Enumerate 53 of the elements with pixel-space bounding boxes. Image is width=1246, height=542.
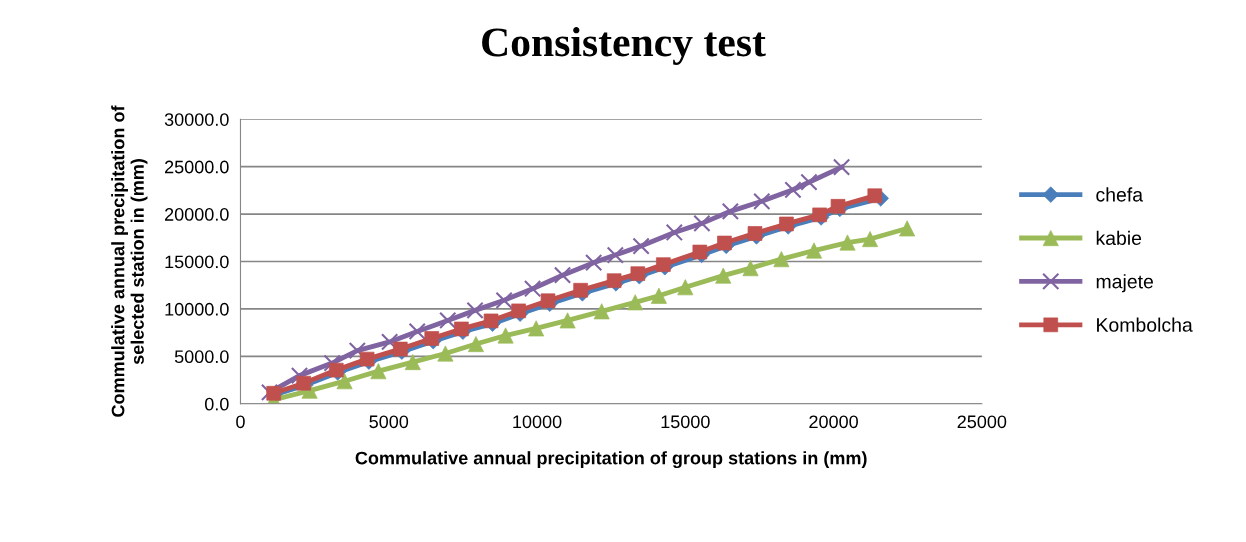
x-tick-label: 20000 <box>809 415 858 429</box>
legend-label: chefa <box>1096 187 1144 202</box>
x-tick-label: 5000 <box>369 415 409 429</box>
y-tick-label: 10000.0 <box>165 302 229 316</box>
point <box>495 291 513 309</box>
point <box>717 235 732 251</box>
y-tick-label: 0.0 <box>204 397 229 411</box>
point <box>439 311 457 330</box>
point <box>753 192 771 210</box>
point <box>742 260 759 277</box>
legend-label: kabie <box>1096 230 1142 246</box>
point <box>606 246 624 264</box>
y-axis-title: Commulative annual precipitation of selected station in (mm) <box>111 105 148 417</box>
point <box>466 301 484 320</box>
point <box>370 363 387 380</box>
point <box>656 257 671 272</box>
y-tick-label: 5000.0 <box>174 350 229 364</box>
point <box>523 280 542 298</box>
point <box>424 331 440 346</box>
point <box>832 158 851 176</box>
point <box>323 354 341 372</box>
point <box>260 383 279 402</box>
legend-label: Kombolcha <box>1097 317 1193 332</box>
x-tick-label: 15000 <box>661 415 710 429</box>
point <box>348 341 366 360</box>
point <box>867 188 883 204</box>
point <box>784 181 802 199</box>
point <box>404 354 421 371</box>
x-tick-label: 0 <box>236 415 245 429</box>
point <box>290 366 309 385</box>
point <box>408 322 426 341</box>
point <box>693 214 711 233</box>
y-tick-label: 30000.0 <box>164 113 229 126</box>
point <box>632 237 650 255</box>
chart-title: Consistency test <box>482 27 766 65</box>
point <box>467 336 484 353</box>
legend-label: majete <box>1096 274 1153 293</box>
point <box>677 279 694 296</box>
point <box>380 333 399 351</box>
y-tick-label: 20000.0 <box>165 208 229 221</box>
y-tick-label: 15000.0 <box>165 255 229 269</box>
x-axis-title: Commulative annual precipitation of group stations in (mm) <box>355 451 867 469</box>
y-tick-label: 25000.0 <box>165 160 229 174</box>
point <box>665 223 684 242</box>
point <box>721 202 740 221</box>
point <box>573 282 588 298</box>
point <box>606 273 622 288</box>
point <box>553 266 572 284</box>
point <box>800 173 818 191</box>
x-tick-label: 10000 <box>513 415 562 429</box>
x-tick-label: 25000 <box>957 415 1007 429</box>
point <box>630 266 646 281</box>
point <box>584 253 603 272</box>
